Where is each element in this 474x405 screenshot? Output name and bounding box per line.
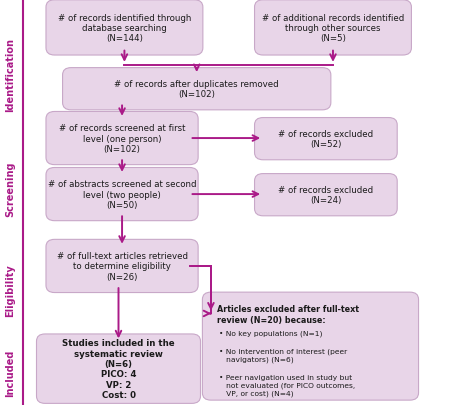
- FancyBboxPatch shape: [255, 174, 397, 216]
- FancyBboxPatch shape: [46, 1, 203, 56]
- Text: # of records identified through
database searching
(N=144): # of records identified through database…: [58, 13, 191, 43]
- Text: Screening: Screening: [5, 161, 16, 216]
- Text: • Peer navigation used in study but
   not evaluated (for PICO outcomes,
   VP, : • Peer navigation used in study but not …: [219, 374, 355, 396]
- FancyBboxPatch shape: [255, 1, 411, 56]
- Text: Studies included in the
systematic review
(N=6)
PICO: 4
VP: 2
Cost: 0: Studies included in the systematic revie…: [62, 338, 175, 399]
- Text: # of abstracts screened at second
level (two people)
(N=50): # of abstracts screened at second level …: [48, 180, 196, 209]
- Text: Eligibility: Eligibility: [5, 263, 16, 316]
- Text: Included: Included: [5, 349, 16, 396]
- FancyBboxPatch shape: [202, 292, 419, 400]
- Text: Articles excluded after full-text
review (N=20) because:: Articles excluded after full-text review…: [217, 305, 359, 324]
- Text: # of records screened at first
level (one person)
(N=102): # of records screened at first level (on…: [59, 124, 185, 153]
- Text: Identification: Identification: [5, 38, 16, 112]
- Text: # of records after duplicates removed
(N=102): # of records after duplicates removed (N…: [114, 80, 279, 99]
- Text: # of records excluded
(N=52): # of records excluded (N=52): [278, 130, 374, 149]
- Text: # of additional records identified
through other sources
(N=5): # of additional records identified throu…: [262, 13, 404, 43]
- FancyBboxPatch shape: [255, 118, 397, 160]
- FancyBboxPatch shape: [36, 334, 201, 403]
- Text: # of full-text articles retrieved
to determine eligibility
(N=26): # of full-text articles retrieved to det…: [56, 252, 188, 281]
- FancyBboxPatch shape: [46, 112, 198, 165]
- FancyBboxPatch shape: [46, 240, 198, 293]
- FancyBboxPatch shape: [63, 68, 331, 111]
- Text: • No intervention of interest (peer
   navigators) (N=6): • No intervention of interest (peer navi…: [219, 347, 346, 362]
- FancyBboxPatch shape: [46, 168, 198, 221]
- Text: # of records excluded
(N=24): # of records excluded (N=24): [278, 185, 374, 205]
- Text: • No key populations (N=1): • No key populations (N=1): [219, 330, 322, 336]
